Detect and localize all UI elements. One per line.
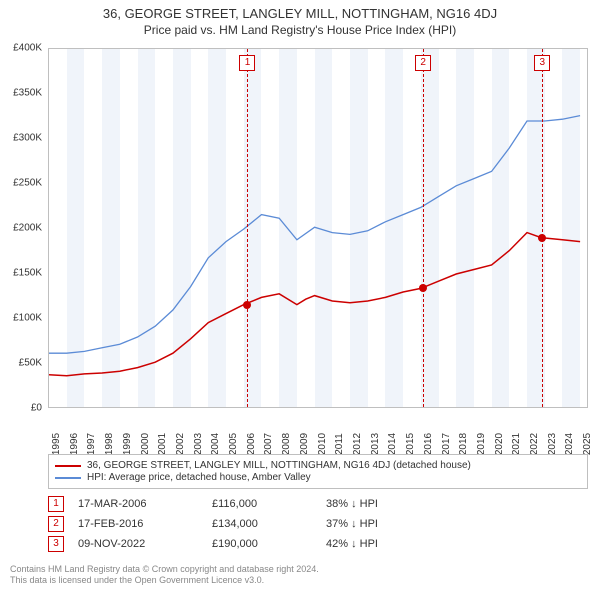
x-tick-label: 2015 (405, 433, 416, 455)
footer-line-2: This data is licensed under the Open Gov… (10, 575, 590, 586)
sale-marker-label: 1 (239, 55, 255, 71)
legend-item: 36, GEORGE STREET, LANGLEY MILL, NOTTING… (55, 460, 581, 471)
x-tick-label: 1997 (86, 433, 97, 455)
legend: 36, GEORGE STREET, LANGLEY MILL, NOTTING… (48, 454, 588, 489)
x-tick-label: 1996 (69, 433, 80, 455)
sales-row-marker: 2 (48, 516, 64, 532)
x-tick-label: 2000 (140, 433, 151, 455)
sales-row: 3 09-NOV-2022 £190,000 42% ↓ HPI (48, 536, 588, 552)
y-tick-label: £100K (13, 313, 42, 324)
x-tick-label: 1995 (51, 433, 62, 455)
sales-pct: 38% ↓ HPI (326, 498, 436, 510)
sales-date: 09-NOV-2022 (78, 538, 198, 550)
sales-row: 2 17-FEB-2016 £134,000 37% ↓ HPI (48, 516, 588, 532)
sales-date: 17-MAR-2006 (78, 498, 198, 510)
x-tick-label: 1998 (104, 433, 115, 455)
sale-marker-label: 3 (534, 55, 550, 71)
x-tick-label: 2003 (193, 433, 204, 455)
x-tick-label: 2010 (317, 433, 328, 455)
legend-label: HPI: Average price, detached house, Ambe… (87, 472, 311, 483)
x-tick-label: 2001 (157, 433, 168, 455)
sales-table: 1 17-MAR-2006 £116,000 38% ↓ HPI 2 17-FEB-201… (48, 496, 588, 556)
sales-price: £134,000 (212, 518, 312, 530)
y-tick-label: £0 (31, 403, 42, 414)
legend-swatch (55, 465, 81, 467)
sales-pct: 42% ↓ HPI (326, 538, 436, 550)
x-tick-label: 2018 (458, 433, 469, 455)
sales-row-marker: 3 (48, 536, 64, 552)
legend-item: HPI: Average price, detached house, Ambe… (55, 472, 581, 483)
x-tick-label: 2009 (299, 433, 310, 455)
x-tick-label: 2006 (246, 433, 257, 455)
legend-swatch (55, 477, 81, 479)
sale-point (419, 284, 427, 292)
x-tick-label: 2016 (423, 433, 434, 455)
x-tick-label: 2002 (175, 433, 186, 455)
y-tick-label: £300K (13, 133, 42, 144)
y-tick-label: £400K (13, 43, 42, 54)
y-tick-label: £350K (13, 88, 42, 99)
y-tick-label: £50K (19, 358, 42, 369)
x-tick-label: 2013 (370, 433, 381, 455)
x-tick-label: 2005 (228, 433, 239, 455)
sales-date: 17-FEB-2016 (78, 518, 198, 530)
x-tick-label: 2024 (564, 433, 575, 455)
title-block: 36, GEORGE STREET, LANGLEY MILL, NOTTING… (0, 0, 600, 37)
x-tick-label: 2014 (387, 433, 398, 455)
x-tick-label: 2021 (511, 433, 522, 455)
y-axis-labels: £0£50K£100K£150K£200K£250K£300K£350K£400… (0, 48, 44, 408)
y-tick-label: £250K (13, 178, 42, 189)
line-chart-svg (49, 49, 589, 409)
x-tick-label: 2022 (529, 433, 540, 455)
series-property (49, 233, 580, 376)
sale-point (243, 301, 251, 309)
series-hpi (49, 116, 580, 354)
footer-line-1: Contains HM Land Registry data © Crown c… (10, 564, 590, 575)
x-tick-label: 2025 (582, 433, 593, 455)
x-tick-label: 2011 (334, 433, 345, 455)
footer-attribution: Contains HM Land Registry data © Crown c… (10, 564, 590, 587)
sale-marker-line (423, 49, 424, 407)
subtitle: Price paid vs. HM Land Registry's House … (0, 23, 600, 37)
y-tick-label: £200K (13, 223, 42, 234)
x-tick-label: 2020 (494, 433, 505, 455)
sales-row-marker: 1 (48, 496, 64, 512)
chart-container: 36, GEORGE STREET, LANGLEY MILL, NOTTING… (0, 0, 600, 590)
y-tick-label: £150K (13, 268, 42, 279)
plot-area: 1 2 3 (48, 48, 588, 408)
sale-marker-line (247, 49, 248, 407)
sale-marker-line (542, 49, 543, 407)
sale-marker-label: 2 (415, 55, 431, 71)
x-tick-label: 1999 (122, 433, 133, 455)
x-tick-label: 2017 (441, 433, 452, 455)
x-tick-label: 2008 (281, 433, 292, 455)
x-tick-label: 2004 (210, 433, 221, 455)
x-tick-label: 2012 (352, 433, 363, 455)
sales-pct: 37% ↓ HPI (326, 518, 436, 530)
sales-price: £190,000 (212, 538, 312, 550)
x-tick-label: 2019 (476, 433, 487, 455)
address-title: 36, GEORGE STREET, LANGLEY MILL, NOTTING… (0, 6, 600, 21)
x-axis-labels: 1995 1996 1997 1998 1999 2000 2001 2002 2003 2004… (48, 410, 588, 452)
x-tick-label: 2023 (547, 433, 558, 455)
legend-label: 36, GEORGE STREET, LANGLEY MILL, NOTTING… (87, 460, 471, 471)
sales-row: 1 17-MAR-2006 £116,000 38% ↓ HPI (48, 496, 588, 512)
x-tick-label: 2007 (263, 433, 274, 455)
sale-point (538, 234, 546, 242)
sales-price: £116,000 (212, 498, 312, 510)
